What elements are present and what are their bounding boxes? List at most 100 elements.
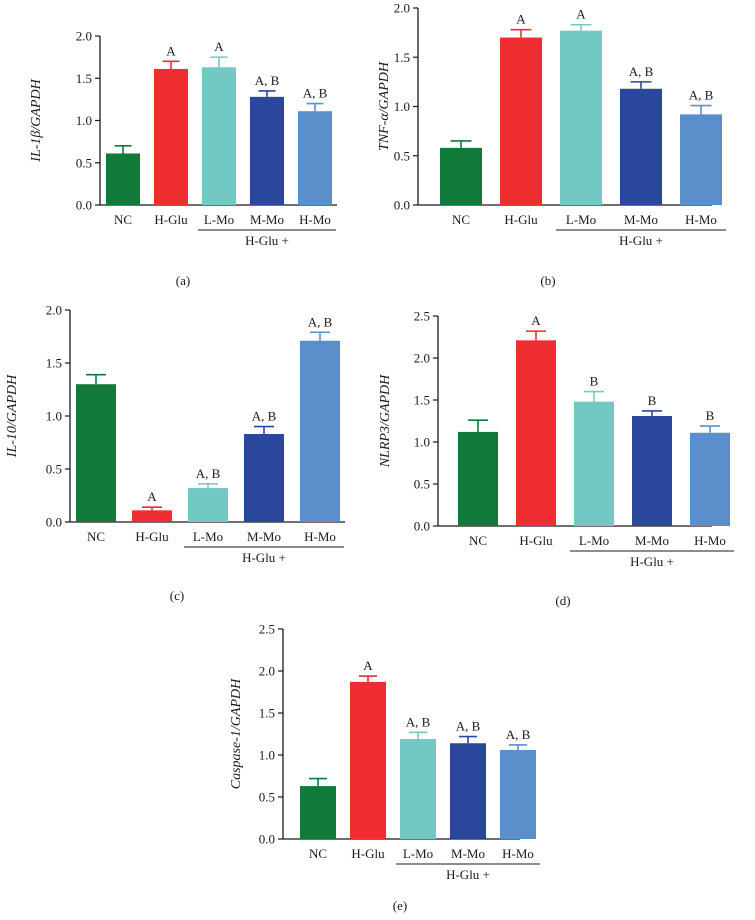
x-tick-label: H-Mo xyxy=(685,212,717,227)
bar-nc xyxy=(300,786,336,839)
y-axis-label-gene: IL-1β xyxy=(29,131,44,163)
bar-m-mo xyxy=(632,415,672,526)
significance-label: A xyxy=(516,12,526,27)
significance-label: B xyxy=(590,374,599,389)
significance-label: A, B xyxy=(689,88,714,103)
x-tick-label: L-Mo xyxy=(403,846,433,861)
significance-label: A xyxy=(531,313,541,328)
bar-h-glu xyxy=(132,510,172,522)
x-tick-label: NC xyxy=(452,212,470,227)
bar-h-glu xyxy=(500,37,542,205)
y-axis-label-ref: /GAPDH xyxy=(378,374,393,427)
x-tick-label: M-Mo xyxy=(247,529,281,544)
y-tick-label: 0.5 xyxy=(76,155,92,170)
y-tick-label: 1.5 xyxy=(394,50,410,65)
bar-m-mo xyxy=(450,743,486,839)
significance-label: A, B xyxy=(252,409,277,424)
x-tick-label: NC xyxy=(309,846,327,861)
bar-h-glu xyxy=(516,340,556,526)
y-tick-label: 2.5 xyxy=(259,622,275,637)
significance-label: A xyxy=(576,7,586,22)
x-tick-label: NC xyxy=(469,533,487,548)
y-tick-label: 1.0 xyxy=(394,99,410,114)
bar-nc xyxy=(458,431,498,526)
y-axis-label-gene: Caspase-1 xyxy=(229,730,244,789)
y-tick-label: 0.5 xyxy=(394,148,410,163)
panel-label: (d) xyxy=(555,593,570,608)
y-tick-label: 2.5 xyxy=(414,309,430,324)
y-axis-label: Caspase-1/GAPDH xyxy=(229,678,244,789)
y-axis-label: NLRP3/GAPDH xyxy=(378,374,393,468)
chart-panel-e: 0.0 0.5 1.0 1.5 2.0 2.5 Caspase-1/GAPDH NC A H-Gl… xyxy=(229,622,540,913)
y-tick-label: 0.0 xyxy=(259,832,275,847)
x-tick-label: H-Glu xyxy=(351,846,385,861)
x-tick-label: M-Mo xyxy=(635,533,669,548)
y-tick-label: 1.0 xyxy=(46,409,62,424)
bar-l-mo xyxy=(560,30,602,206)
y-axis-label-ref: /GAPDH xyxy=(29,78,44,131)
chart-panel-b: 0.0 0.5 1.0 1.5 2.0 TNF-α/GAPDH NC A H-Glu A L-Mo A… xyxy=(377,1,726,288)
y-axis-label-gene: IL-10 xyxy=(5,426,20,458)
x-tick-label: L-Mo xyxy=(204,212,234,227)
x-tick-label: NC xyxy=(87,529,105,544)
bar-h-mo xyxy=(300,340,340,522)
x-tick-label: NC xyxy=(114,212,132,227)
y-tick-label: 0.0 xyxy=(76,198,92,213)
bar-h-mo xyxy=(690,432,730,526)
y-axis-label-gene: NLRP3 xyxy=(378,426,393,468)
bar-l-mo xyxy=(188,488,228,522)
y-tick-label: 2.0 xyxy=(76,29,92,44)
y-axis-label-ref: /GAPDH xyxy=(5,374,20,427)
panel-label: (a) xyxy=(176,273,190,288)
bar-m-mo xyxy=(620,88,662,205)
y-axis-label: IL-1β/GAPDH xyxy=(29,78,44,162)
significance-label: A, B xyxy=(196,466,221,481)
y-axis-label-gene: TNF-α xyxy=(377,113,392,151)
significance-label: A, B xyxy=(506,727,531,742)
y-tick-label: 1.5 xyxy=(76,71,92,86)
y-tick-label: 0.5 xyxy=(46,462,62,477)
group-label: H-Glu + xyxy=(446,867,490,882)
y-tick-label: 2.0 xyxy=(46,303,62,318)
panel-label: (e) xyxy=(393,898,407,913)
group-label: H-Glu + xyxy=(242,550,286,565)
significance-label: B xyxy=(648,393,657,408)
significance-label: A xyxy=(363,658,373,673)
bar-h-glu xyxy=(350,681,386,839)
group-label: H-Glu + xyxy=(630,554,674,569)
x-tick-label: H-Glu xyxy=(135,529,169,544)
bar-l-mo xyxy=(400,739,436,839)
bar-l-mo xyxy=(574,401,614,526)
bar-m-mo xyxy=(250,96,284,205)
bar-h-glu xyxy=(154,68,188,205)
y-axis-label-ref: /GAPDH xyxy=(229,678,244,731)
y-tick-label: 2.0 xyxy=(259,664,275,679)
bar-h-mo xyxy=(500,749,536,839)
bar-h-mo xyxy=(298,111,332,205)
y-tick-label: 1.5 xyxy=(46,356,62,371)
x-tick-label: M-Mo xyxy=(451,846,485,861)
panel-label: (c) xyxy=(170,588,184,603)
x-tick-label: M-Mo xyxy=(250,212,284,227)
significance-label: A, B xyxy=(308,314,333,329)
chart-panel-a: 0.0 0.5 1.0 1.5 2.0 IL-1β/GAPDH NC A H-Glu A L-Mo A… xyxy=(29,29,337,288)
x-tick-label: H-Mo xyxy=(304,529,336,544)
y-axis-label-ref: /GAPDH xyxy=(377,61,392,114)
significance-label: A xyxy=(147,489,157,504)
x-tick-label: H-Glu xyxy=(519,533,553,548)
group-label: H-Glu + xyxy=(245,233,289,248)
y-tick-label: 0.5 xyxy=(414,477,430,492)
y-tick-label: 0.0 xyxy=(46,515,62,530)
x-tick-label: L-Mo xyxy=(193,529,223,544)
significance-label: B xyxy=(706,408,715,423)
y-tick-label: 1.5 xyxy=(414,393,430,408)
bar-nc xyxy=(106,153,140,205)
panel-label: (b) xyxy=(540,273,555,288)
chart-panel-c: 0.0 0.5 1.0 1.5 2.0 IL-10/GAPDH NC A H-Glu A, B L-… xyxy=(5,303,345,603)
x-tick-label: H-Mo xyxy=(502,846,534,861)
group-label: H-Glu + xyxy=(619,233,663,248)
bar-l-mo xyxy=(202,67,236,205)
significance-label: A, B xyxy=(303,86,328,101)
x-tick-label: L-Mo xyxy=(579,533,609,548)
bar-m-mo xyxy=(244,434,284,522)
